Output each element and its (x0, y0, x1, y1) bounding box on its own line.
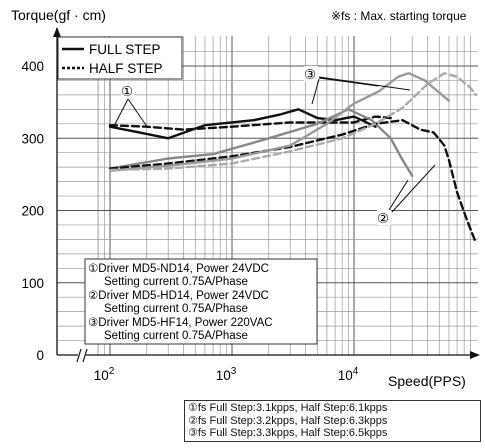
x-tick-label: 103 (216, 366, 237, 383)
marker-2-label: ② (377, 211, 389, 226)
series-lines (108, 72, 478, 245)
x-tick-label: 104 (338, 366, 359, 383)
driver-info-box: ①Driver MD5-ND14, Power 24VDC Setting cu… (84, 258, 318, 345)
driver-line-2: Setting current 0.75A/Phase (104, 276, 248, 288)
series-line-4 (108, 119, 478, 245)
driver-line-5: ③Driver MD5-HF14, Power 220VAC (88, 317, 273, 329)
driver-line-6: Setting current 0.75A/Phase (104, 330, 248, 342)
x-axis-label: Speed(PPS) (388, 373, 466, 389)
fs-note: ※fs : Max. starting torque (331, 9, 467, 23)
series-line-5 (108, 72, 451, 172)
series-line-1 (108, 108, 377, 140)
y-tick-label: 0 (36, 348, 44, 363)
marker-3: ③ (304, 66, 411, 105)
driver-line-1: ①Driver MD5-ND14, Power 24VDC (88, 263, 269, 275)
legend: FULL STEP HALF STEP (57, 36, 183, 80)
legend-half-step-label: HALF STEP (89, 61, 163, 76)
series-line-6 (108, 72, 478, 172)
y-axis-arrow (53, 27, 61, 37)
x-tick-labels: 102 103 104 (94, 366, 359, 383)
y-tick-label: 100 (21, 276, 44, 291)
y-tick-label: 200 (21, 204, 44, 219)
y-tick-labels: 0 100 200 300 400 (21, 59, 44, 363)
chart-title: Torque(gf · cm) (11, 7, 106, 23)
marker-1-label: ① (121, 84, 133, 99)
y-tick-label: 300 (21, 131, 44, 146)
fs-line-1: ①fs Full Step:3.1kpps, Half Step:6.1kpps (188, 402, 388, 414)
y-tick-label: 400 (21, 59, 44, 74)
axis-break-mark (76, 348, 88, 363)
x-tick-label: 102 (94, 366, 115, 383)
fs-line-3: ③fs Full Step:3.3kpps, Half Step:6.5kpps (188, 427, 388, 439)
series-line-3 (108, 108, 414, 177)
fs-line-2: ②fs Full Step:3.2kpps, Half Step:6.3kpps (188, 414, 388, 427)
driver-line-3: ②Driver MD5-HD14, Power 24VDC (88, 290, 269, 302)
marker-3-label: ③ (304, 67, 316, 82)
fs-info-box: ①fs Full Step:3.1kpps, Half Step:6.1kpps… (184, 400, 481, 442)
marker-1: ① (112, 83, 149, 129)
x-axis-arrow (470, 351, 480, 359)
marker-2: ② (377, 164, 436, 226)
legend-full-step-label: FULL STEP (89, 42, 161, 57)
driver-line-4: Setting current 0.75A/Phase (104, 303, 248, 315)
